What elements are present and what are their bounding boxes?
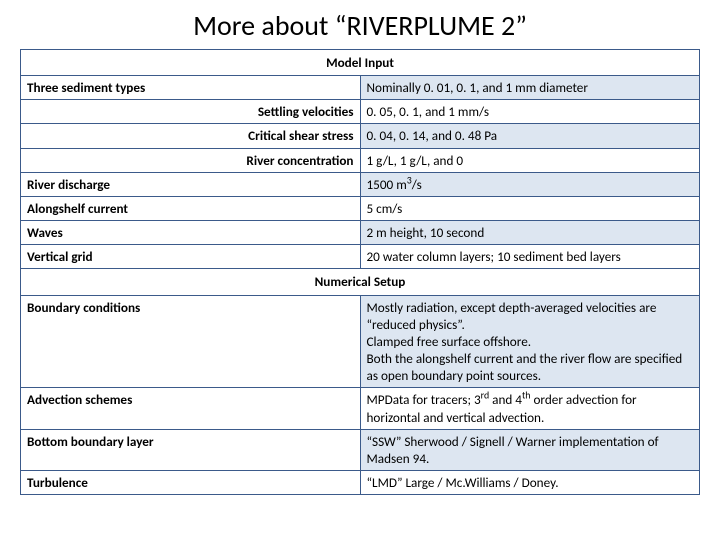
table-row: Critical shear stress0. 04, 0. 14, and 0…	[21, 124, 700, 148]
page-title: More about “RIVERPLUME 2”	[20, 8, 700, 43]
numerical-setup-value: MPData for tracers; 3rd and 4th order ad…	[360, 388, 700, 429]
table-row: Settling velocities0. 05, 0. 1, and 1 mm…	[21, 100, 700, 124]
model-input-value: 20 water column layers; 10 sediment bed …	[360, 245, 700, 269]
numerical-setup-value: “SSW” Sherwood / Signell / Warner implem…	[360, 429, 700, 470]
table-row: River discharge1500 m3/s	[21, 172, 700, 196]
table-row: Boundary conditionsMostly radiation, exc…	[21, 295, 700, 388]
table-row: River concentration1 g/L, 1 g/L, and 0	[21, 148, 700, 172]
model-input-value: 0. 05, 0. 1, and 1 mm/s	[360, 100, 700, 124]
numerical-setup-value: Mostly radiation, except depth-averaged …	[360, 295, 700, 388]
table-row: Vertical grid20 water column layers; 10 …	[21, 245, 700, 269]
model-input-label: Vertical grid	[21, 245, 361, 269]
model-input-label: Three sediment types	[21, 76, 361, 100]
section-header-model-input: Model Input	[21, 50, 700, 76]
model-input-value: 1 g/L, 1 g/L, and 0	[360, 148, 700, 172]
table-row: Three sediment typesNominally 0. 01, 0. …	[21, 76, 700, 100]
model-input-label: Settling velocities	[21, 100, 361, 124]
model-input-label: Alongshelf current	[21, 196, 361, 220]
numerical-setup-label: Advection schemes	[21, 388, 361, 429]
numerical-setup-label: Bottom boundary layer	[21, 429, 361, 470]
model-input-label: River discharge	[21, 172, 361, 196]
model-input-value: 2 m height, 10 second	[360, 221, 700, 245]
numerical-setup-label: Boundary conditions	[21, 295, 361, 388]
section-header-numerical-setup: Numerical Setup	[21, 269, 700, 295]
model-input-label: Waves	[21, 221, 361, 245]
table-row: Alongshelf current5 cm/s	[21, 196, 700, 220]
table-row: Bottom boundary layer“SSW” Sherwood / Si…	[21, 429, 700, 470]
numerical-setup-label: Turbulence	[21, 470, 361, 494]
numerical-setup-value: “LMD” Large / Mc.Williams / Doney.	[360, 470, 700, 494]
model-input-value: 0. 04, 0. 14, and 0. 48 Pa	[360, 124, 700, 148]
table-row: Waves2 m height, 10 second	[21, 221, 700, 245]
model-input-value: Nominally 0. 01, 0. 1, and 1 mm diameter	[360, 76, 700, 100]
model-input-value: 5 cm/s	[360, 196, 700, 220]
model-input-value: 1500 m3/s	[360, 172, 700, 196]
model-input-label: Critical shear stress	[21, 124, 361, 148]
table-row: Advection schemesMPData for tracers; 3rd…	[21, 388, 700, 429]
model-input-label: River concentration	[21, 148, 361, 172]
model-table: Model InputThree sediment typesNominally…	[20, 49, 700, 495]
table-row: Turbulence“LMD” Large / Mc.Williams / Do…	[21, 470, 700, 494]
